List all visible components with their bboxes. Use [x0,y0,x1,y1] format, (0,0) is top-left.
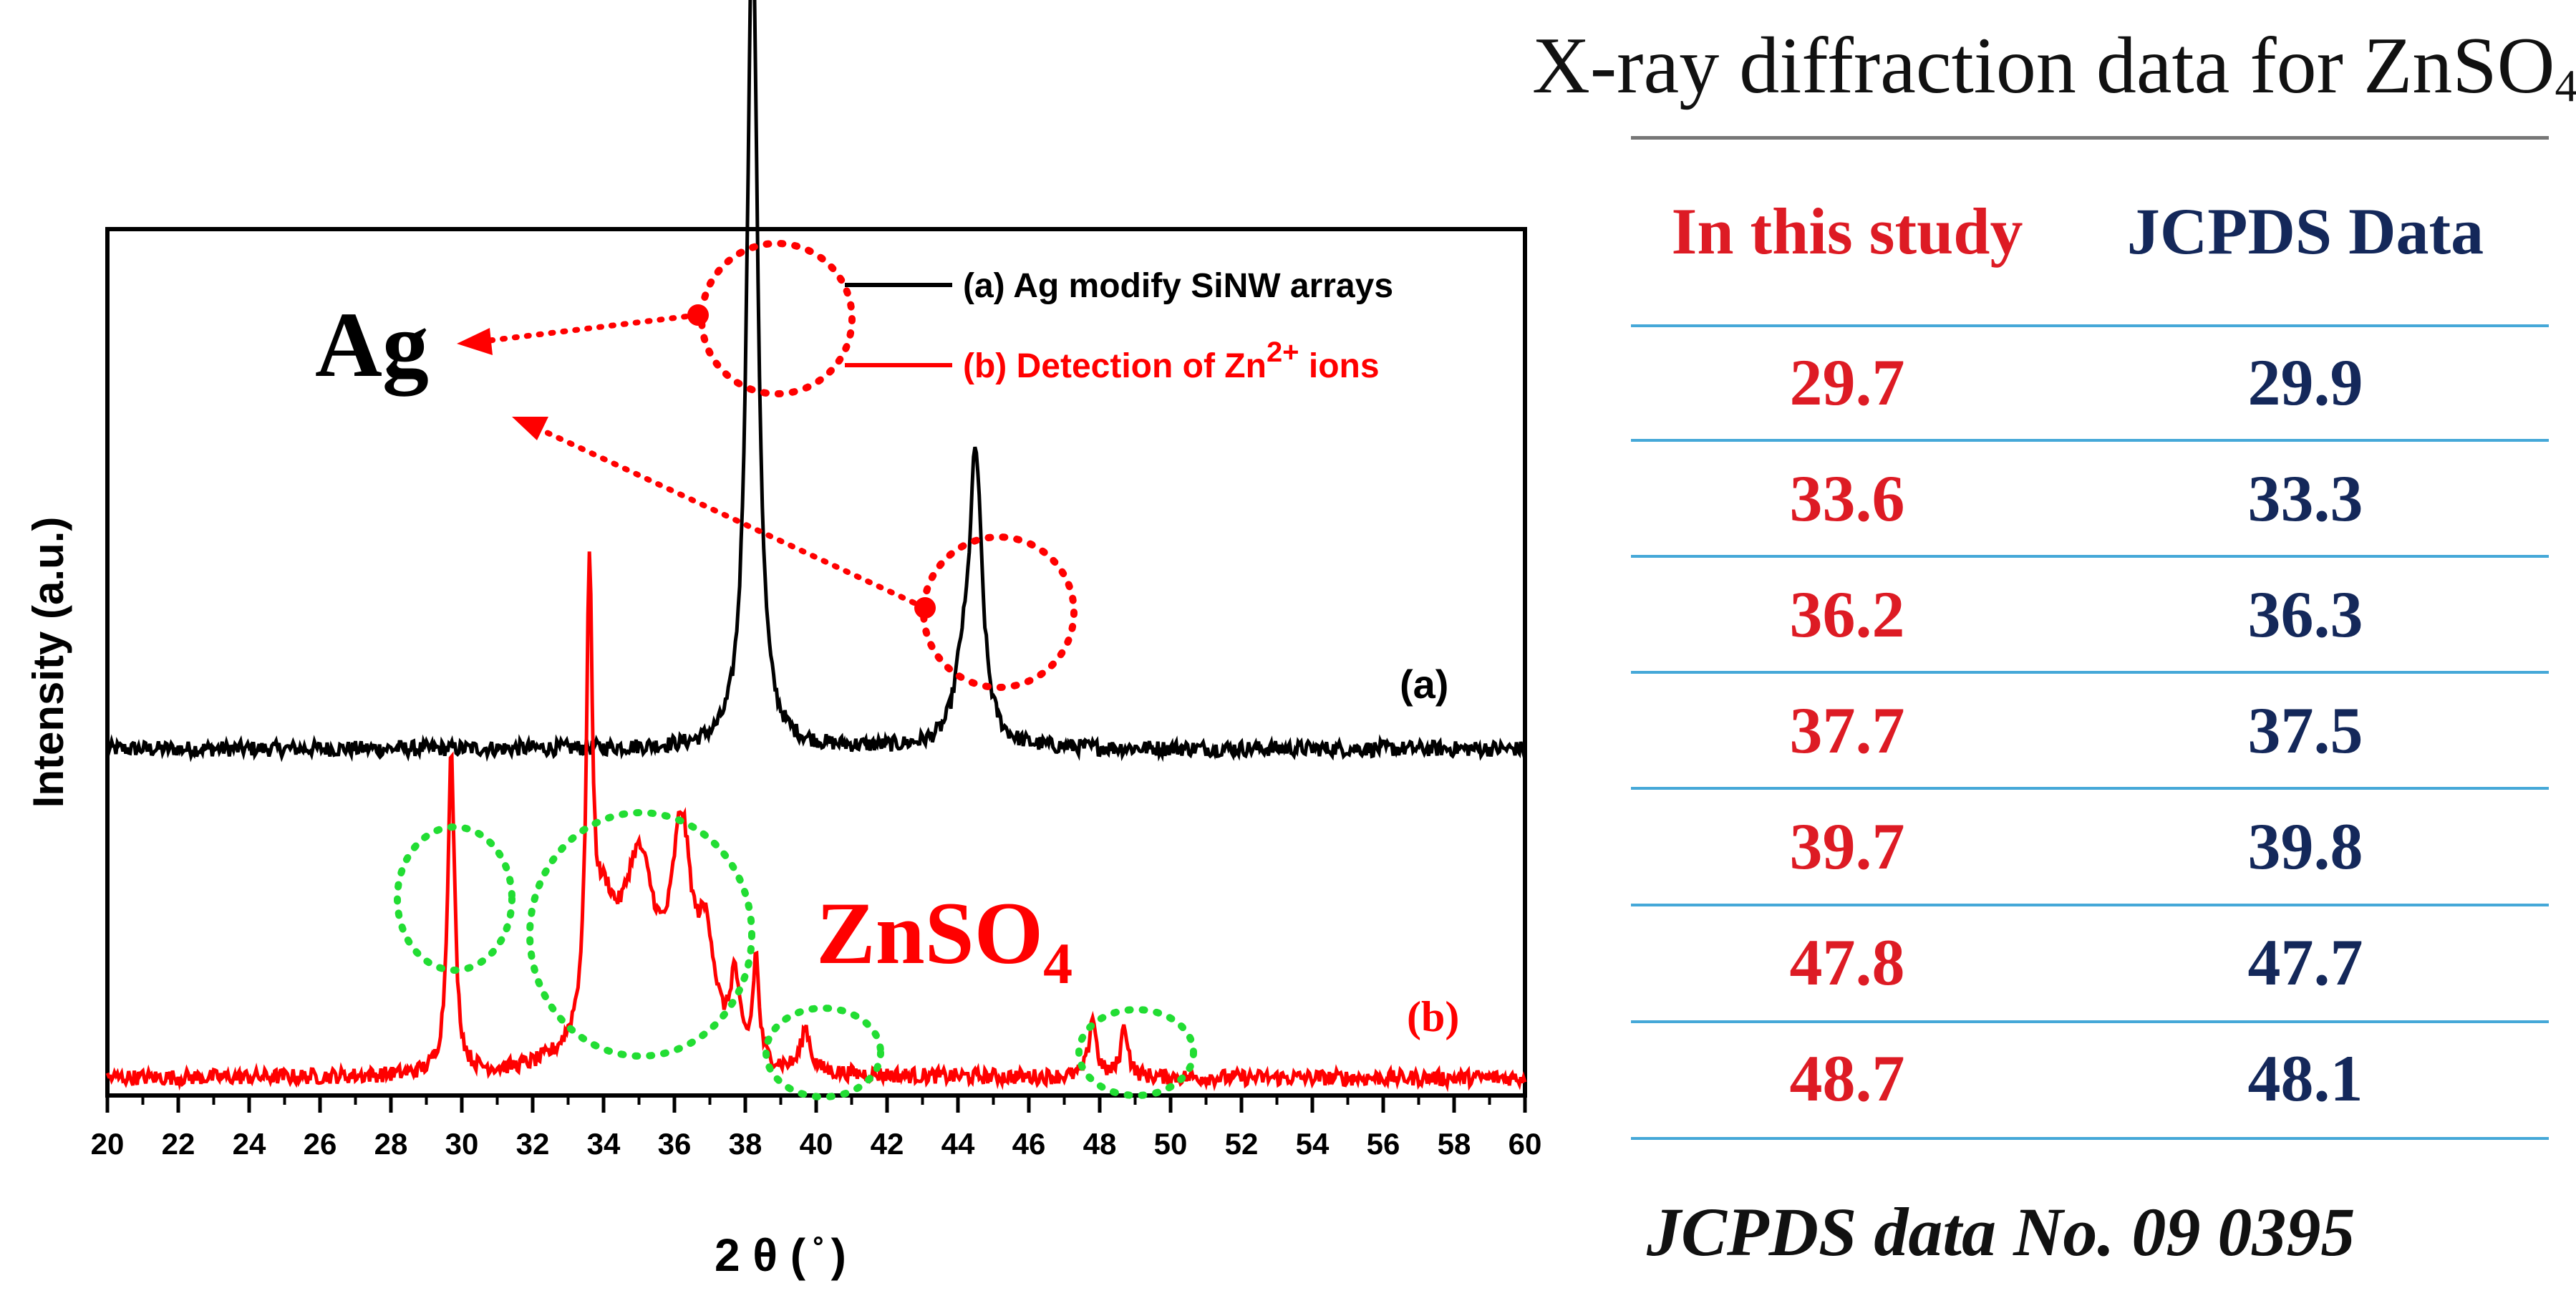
ag-annotation: Ag [315,294,429,397]
x-tick-label: 38 [729,1127,762,1161]
arrow-2-shaft [538,427,928,611]
table-cell-jcpds: 47.7 [2247,926,2363,999]
x-tick-label: 60 [1509,1127,1542,1161]
table-cell-jcpds: 37.5 [2247,694,2363,767]
x-tick-label: 22 [162,1127,195,1161]
table-cell-study: 36.2 [1789,578,1905,651]
table-row-divider [1631,1020,2549,1023]
x-tick-label: 46 [1012,1127,1046,1161]
x-tick-label: 32 [516,1127,550,1161]
x-tick-label: 50 [1154,1127,1188,1161]
x-tick-label: 36 [658,1127,692,1161]
table-row-divider [1631,904,2549,906]
table-cell-jcpds: 48.1 [2247,1042,2363,1115]
table-title: X-ray diffraction data for ZnSO4 [1532,21,2576,111]
legend-b-label: (b) Detection of Zn2+ ions [963,337,1380,385]
table-cell-study: 33.6 [1789,462,1905,535]
y-axis-label: Intensity (a.u.) [24,517,72,808]
x-tick-label: 48 [1083,1127,1117,1161]
table-row-divider [1631,324,2549,327]
table-cell-study: 47.8 [1789,926,1905,999]
arrow-1-head [457,328,493,355]
table-cell-study: 48.7 [1789,1042,1905,1115]
table-cell-jcpds: 36.3 [2247,578,2363,651]
series-b-tag: (b) [1407,993,1459,1040]
table-cell-jcpds: 33.3 [2247,462,2363,535]
znso4-circle-4 [1075,1006,1197,1099]
column-header-study: In this study [1671,195,2023,268]
znso4-circle-2 [526,809,755,1060]
ag-peak-circle-2 [920,533,1078,691]
table-cell-jcpds: 29.9 [2247,346,2363,419]
x-tick-label: 20 [91,1127,125,1161]
table-cell-jcpds: 39.8 [2247,810,2363,883]
series-a-line [105,0,1527,763]
x-tick-label: 28 [374,1127,408,1161]
x-axis-label: 2 θ ( ̊ ) [715,1229,846,1281]
znso4-circle-1 [394,823,515,974]
ag-peak-circle-1 [698,240,856,397]
znso4-circle-3 [762,1005,884,1100]
series-a-tag: (a) [1400,662,1448,707]
x-tick-label: 54 [1296,1127,1330,1161]
arrow-2-head [512,417,548,440]
table-top-rule [1631,136,2549,140]
table-row-divider [1631,787,2549,790]
table-row-divider [1631,555,2549,558]
legend-a-label: (a) Ag modify SiNW arrays [963,267,1393,305]
table-row-divider [1631,671,2549,674]
x-tick-label: 30 [445,1127,479,1161]
arrow-2-tail [914,597,936,619]
x-axis-tick-labels: 20 22 24 26 28 30 32 34 36 38 40 42 44 46 48 50 52 54 56 58… [91,1127,1542,1161]
table-cell-study: 39.7 [1789,810,1905,883]
table-cell-study: 29.7 [1789,346,1905,419]
table-row-divider [1631,439,2549,442]
peak-highlights [394,240,1197,1100]
table-cell-study: 37.7 [1789,694,1905,767]
table-footnote: JCPDS data No. 09 0395 [1647,1194,2355,1270]
x-tick-label: 34 [587,1127,621,1161]
arrow-1-shaft [484,312,701,344]
arrow-1-tail [687,304,709,326]
x-tick-label: 40 [800,1127,833,1161]
x-axis-ticks [105,1095,1527,1113]
x-tick-label: 42 [871,1127,904,1161]
x-tick-label: 44 [941,1127,975,1161]
table-row-divider [1631,1137,2549,1140]
x-tick-label: 26 [304,1127,337,1161]
znso4-annotation: ZnSO4 [816,884,1072,996]
ag-arrows [457,304,936,619]
x-tick-label: 56 [1367,1127,1400,1161]
x-tick-label: 52 [1225,1127,1259,1161]
column-header-jcpds: JCPDS Data [2126,195,2484,268]
series-b-line [105,551,1527,1093]
x-tick-label: 58 [1438,1127,1471,1161]
x-tick-label: 24 [233,1127,266,1161]
